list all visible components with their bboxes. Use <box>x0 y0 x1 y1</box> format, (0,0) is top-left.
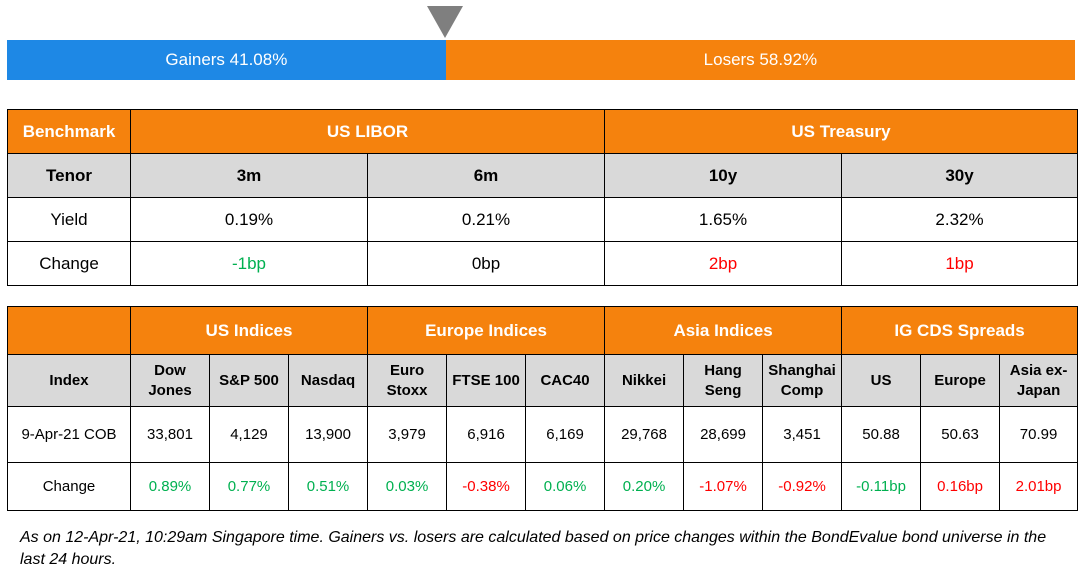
index-change-cell: 0.16bp <box>920 462 1001 511</box>
index-change-cell: 0.03% <box>367 462 448 511</box>
index-change-cell: 0.89% <box>130 462 210 511</box>
indices-corner-cell <box>7 306 131 355</box>
index-label: Index <box>7 354 131 407</box>
index-name-cell: Asia ex-Japan <box>999 354 1079 407</box>
rate-change-cell: 1bp <box>841 241 1079 286</box>
index-value-cell: 3,979 <box>367 406 448 463</box>
tenor-cell: 3m <box>130 153 368 198</box>
index-value-cell: 29,768 <box>604 406 685 463</box>
gainers-losers-bar: Gainers 41.08% Losers 58.92% <box>7 40 1075 80</box>
tenor-cell: 10y <box>604 153 843 198</box>
rate-change-cell: 0bp <box>366 241 606 286</box>
index-name-cell: FTSE 100 <box>446 354 527 407</box>
index-change-cell: 0.20% <box>604 462 685 511</box>
index-value-cell: 50.88 <box>841 406 922 463</box>
index-change-cell: -0.11bp <box>841 462 922 511</box>
yield-label: Yield <box>7 197 131 242</box>
rates-table: Benchmark US LIBOR US Treasury Tenor 3m … <box>7 109 1079 286</box>
benchmark-header: Benchmark <box>7 109 131 154</box>
tenor-cell: 30y <box>841 153 1079 198</box>
tenor-cell: 6m <box>366 153 606 198</box>
tenor-label: Tenor <box>7 153 131 198</box>
index-value-cell: 50.63 <box>920 406 1001 463</box>
index-change-cell: 0.77% <box>209 462 289 511</box>
index-change-cell: 0.06% <box>525 462 606 511</box>
rate-change-cell: 2bp <box>604 241 843 286</box>
rate-change-cell: -1bp <box>130 241 368 286</box>
us-indices-header: US Indices <box>129 306 369 355</box>
index-value-cell: 6,916 <box>446 406 527 463</box>
index-change-cell: 2.01bp <box>999 462 1079 511</box>
index-name-cell: Euro Stoxx <box>367 354 448 407</box>
us-treasury-header: US Treasury <box>604 109 1079 154</box>
index-value-cell: 70.99 <box>999 406 1079 463</box>
yield-cell: 1.65% <box>604 197 843 242</box>
index-value-cell: 6,169 <box>525 406 606 463</box>
index-name-cell: Europe <box>920 354 1001 407</box>
europe-indices-header: Europe Indices <box>367 306 606 355</box>
rate-change-label: Change <box>7 241 131 286</box>
asia-indices-header: Asia Indices <box>604 306 843 355</box>
yield-cell: 0.21% <box>366 197 606 242</box>
index-value-cell: 4,129 <box>209 406 289 463</box>
index-value-cell: 13,900 <box>287 406 369 463</box>
index-change-cell: 0.51% <box>287 462 369 511</box>
index-name-cell: Shanghai Comp <box>762 354 843 407</box>
index-change-cell: -1.07% <box>683 462 764 511</box>
yield-cell: 2.32% <box>841 197 1079 242</box>
us-libor-header: US LIBOR <box>129 109 606 154</box>
gainers-segment: Gainers 41.08% <box>7 40 446 80</box>
breadth-marker-triangle-icon <box>427 6 463 38</box>
index-name-cell: Dow Jones <box>130 354 210 407</box>
losers-segment: Losers 58.92% <box>445 40 1075 80</box>
indices-table: US Indices Europe Indices Asia Indices I… <box>7 306 1079 511</box>
index-name-cell: S&P 500 <box>209 354 289 407</box>
index-name-cell: CAC40 <box>525 354 606 407</box>
index-name-cell: US <box>841 354 922 407</box>
index-name-cell: Nasdaq <box>287 354 369 407</box>
ig-cds-spreads-header: IG CDS Spreads <box>841 306 1079 355</box>
footnote: As on 12-Apr-21, 10:29am Singapore time.… <box>20 529 1047 568</box>
index-change-cell: -0.38% <box>446 462 527 511</box>
date-label: 9-Apr-21 COB <box>7 406 131 463</box>
yield-cell: 0.19% <box>130 197 368 242</box>
index-name-cell: Hang Seng <box>683 354 764 407</box>
index-name-cell: Nikkei <box>604 354 685 407</box>
index-change-cell: -0.92% <box>762 462 843 511</box>
index-value-cell: 33,801 <box>130 406 210 463</box>
index-change-label: Change <box>7 462 131 511</box>
index-value-cell: 28,699 <box>683 406 764 463</box>
index-value-cell: 3,451 <box>762 406 843 463</box>
